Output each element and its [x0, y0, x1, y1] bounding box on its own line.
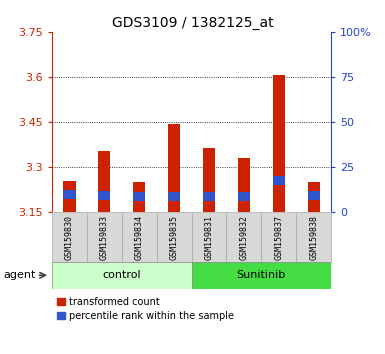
- Bar: [133, 192, 145, 201]
- Text: GSM159834: GSM159834: [135, 215, 144, 260]
- Bar: [63, 199, 75, 212]
- Text: GSM159832: GSM159832: [239, 215, 248, 260]
- Bar: [296, 212, 331, 262]
- Bar: [98, 191, 110, 200]
- Text: GSM159831: GSM159831: [204, 215, 214, 260]
- Text: GSM159838: GSM159838: [309, 215, 318, 260]
- Bar: [133, 201, 145, 212]
- Bar: [168, 201, 180, 212]
- Bar: [63, 190, 75, 199]
- Bar: [63, 181, 75, 190]
- Text: agent: agent: [4, 270, 36, 280]
- Bar: [273, 75, 285, 176]
- Bar: [308, 182, 320, 191]
- Bar: [133, 182, 145, 192]
- Bar: [52, 212, 87, 262]
- Text: GSM159833: GSM159833: [100, 215, 109, 260]
- Bar: [122, 212, 157, 262]
- Bar: [98, 200, 110, 212]
- Text: control: control: [102, 270, 141, 280]
- Bar: [238, 201, 250, 212]
- Bar: [203, 192, 215, 201]
- Bar: [98, 151, 110, 191]
- Bar: [308, 191, 320, 200]
- Text: GSM159830: GSM159830: [65, 215, 74, 260]
- Bar: [203, 201, 215, 212]
- Bar: [308, 200, 320, 212]
- Bar: [226, 212, 261, 262]
- Text: GSM159837: GSM159837: [274, 215, 283, 260]
- Bar: [168, 192, 180, 201]
- Bar: [273, 185, 285, 212]
- Bar: [87, 212, 122, 262]
- Bar: [52, 262, 192, 289]
- Bar: [238, 158, 250, 192]
- Bar: [168, 124, 180, 192]
- Text: GSM159835: GSM159835: [169, 215, 179, 260]
- Bar: [192, 212, 226, 262]
- Text: Sunitinib: Sunitinib: [237, 270, 286, 280]
- Bar: [157, 212, 192, 262]
- Bar: [238, 192, 250, 201]
- Text: GDS3109 / 1382125_at: GDS3109 / 1382125_at: [112, 16, 273, 30]
- Bar: [273, 176, 285, 185]
- Bar: [261, 212, 296, 262]
- Bar: [192, 262, 331, 289]
- Legend: transformed count, percentile rank within the sample: transformed count, percentile rank withi…: [57, 297, 234, 321]
- Bar: [203, 148, 215, 192]
